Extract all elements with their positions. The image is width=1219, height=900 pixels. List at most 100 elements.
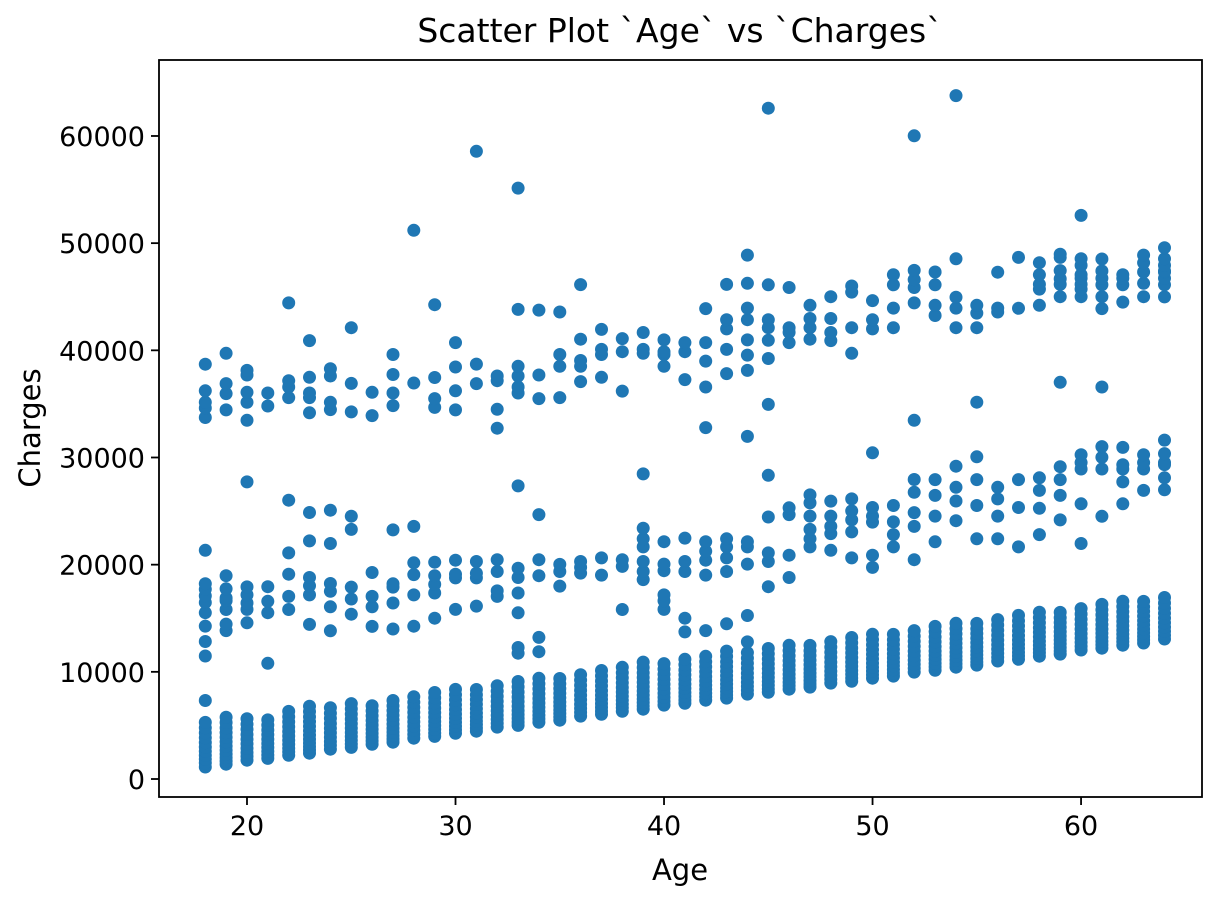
data-point	[970, 298, 984, 312]
data-point	[615, 345, 629, 359]
data-point	[740, 301, 754, 315]
data-point	[323, 362, 337, 376]
data-point	[428, 686, 442, 699]
data-point	[219, 403, 233, 417]
data-point	[240, 580, 254, 594]
data-point	[782, 548, 796, 562]
data-point	[1012, 250, 1025, 264]
data-point	[469, 357, 483, 371]
data-point	[699, 568, 713, 582]
data-point	[532, 645, 546, 659]
data-point	[407, 568, 421, 582]
data-point	[657, 557, 671, 571]
data-point	[699, 544, 713, 558]
data-point	[845, 346, 859, 360]
y-tick-label: 30000	[59, 443, 145, 474]
data-point	[740, 609, 754, 622]
y-tick-label: 10000	[59, 658, 145, 689]
data-point	[532, 630, 546, 644]
axes-frame	[158, 59, 1203, 798]
data-point	[803, 638, 817, 652]
data-point	[657, 535, 671, 549]
data-point	[907, 624, 921, 638]
data-point	[991, 532, 1005, 546]
data-point	[615, 384, 629, 398]
y-tick-label: 40000	[59, 336, 145, 367]
data-point	[845, 321, 859, 335]
data-point	[1137, 483, 1151, 497]
data-point	[511, 675, 525, 688]
data-point	[720, 644, 734, 658]
data-point	[1158, 591, 1171, 604]
data-point	[386, 399, 400, 413]
data-point	[490, 679, 504, 693]
data-point	[845, 513, 859, 527]
data-point	[344, 607, 358, 621]
data-point	[740, 535, 754, 549]
data-point	[907, 296, 921, 310]
data-point	[261, 399, 275, 413]
data-point	[886, 499, 900, 512]
data-point	[928, 278, 942, 292]
data-point	[303, 617, 316, 631]
data-point	[490, 402, 504, 416]
data-point	[761, 642, 775, 655]
data-point	[407, 690, 421, 704]
data-point	[198, 411, 212, 424]
data-point	[1053, 247, 1067, 261]
data-point	[803, 522, 817, 536]
data-point	[761, 278, 775, 292]
data-point	[1116, 594, 1130, 608]
data-point	[720, 565, 734, 578]
data-point	[678, 336, 692, 350]
data-point	[219, 582, 233, 596]
data-point	[261, 386, 275, 400]
data-point	[469, 683, 483, 696]
data-point	[407, 588, 421, 602]
data-point	[511, 369, 525, 383]
data-point	[1095, 450, 1109, 464]
data-point	[1116, 440, 1130, 454]
data-point	[740, 363, 754, 377]
data-point	[991, 509, 1005, 523]
data-point	[490, 565, 504, 578]
data-point	[1074, 537, 1088, 550]
data-point	[636, 565, 650, 578]
data-point	[1158, 252, 1171, 266]
data-point	[261, 606, 275, 620]
data-point	[219, 591, 233, 605]
data-point	[428, 555, 442, 569]
data-point	[1032, 256, 1046, 270]
data-point	[282, 704, 296, 718]
data-point	[511, 641, 525, 654]
data-point	[949, 252, 963, 266]
data-point	[1012, 540, 1025, 554]
data-point	[720, 532, 734, 546]
data-point	[386, 523, 400, 537]
data-point	[907, 519, 921, 533]
data-point	[907, 473, 921, 486]
data-point	[928, 619, 942, 633]
data-point	[407, 619, 421, 633]
y-axis-label: Charges	[13, 368, 47, 487]
data-point	[1012, 608, 1025, 622]
data-point	[532, 671, 546, 685]
data-point	[657, 345, 671, 359]
data-point	[949, 290, 963, 304]
data-point	[866, 294, 879, 308]
data-point	[365, 600, 379, 614]
data-point	[344, 697, 358, 711]
data-point	[699, 336, 713, 350]
data-point	[553, 359, 567, 373]
data-point	[1095, 597, 1109, 611]
data-point	[949, 459, 963, 473]
data-point	[511, 586, 525, 600]
data-point	[386, 694, 400, 707]
data-point	[1074, 448, 1088, 462]
data-point	[803, 321, 817, 335]
data-point	[344, 376, 358, 390]
data-point	[1032, 471, 1046, 485]
data-point	[991, 265, 1005, 279]
data-point	[282, 296, 296, 310]
